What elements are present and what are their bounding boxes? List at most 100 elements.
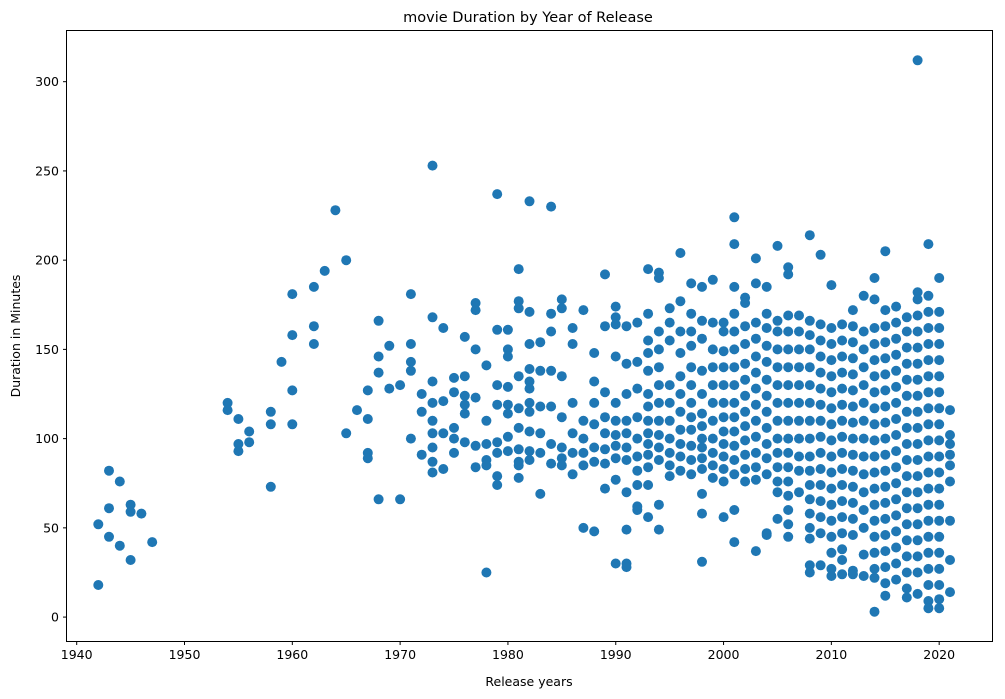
data-point (934, 580, 945, 590)
x-tick-label: 2000 (708, 647, 740, 662)
data-point (276, 356, 287, 367)
data-point (643, 439, 654, 449)
data-point (589, 376, 600, 387)
data-point (880, 578, 891, 589)
data-point (546, 201, 557, 212)
data-point (804, 508, 815, 519)
data-point (804, 380, 815, 391)
data-point (858, 380, 869, 391)
data-point (934, 451, 945, 462)
data-point (761, 469, 772, 480)
data-point (934, 531, 945, 542)
data-point (600, 458, 610, 469)
data-point (847, 433, 858, 444)
data-point (794, 344, 804, 355)
data-point (837, 464, 848, 474)
data-point (697, 488, 707, 499)
data-point (761, 439, 772, 449)
data-point (923, 467, 934, 478)
y-tick-label: 300 (35, 74, 59, 89)
data-point (675, 248, 686, 258)
data-point (837, 480, 848, 490)
data-point (826, 419, 837, 430)
data-point (880, 369, 891, 380)
data-point (923, 580, 934, 590)
data-point (826, 531, 837, 542)
x-axis-label: Release years (485, 674, 572, 689)
data-point (600, 428, 610, 439)
data-point (729, 397, 740, 408)
data-point (697, 453, 707, 464)
data-point (600, 444, 610, 455)
data-point (653, 380, 664, 391)
data-point (653, 415, 664, 426)
data-point (610, 351, 621, 362)
data-point (750, 431, 761, 442)
data-point (858, 549, 869, 560)
data-point (847, 497, 858, 508)
data-point (664, 380, 675, 391)
data-point (783, 476, 794, 487)
data-point (901, 592, 912, 603)
data-point (405, 365, 416, 376)
data-point (923, 403, 934, 414)
data-point (567, 469, 578, 480)
data-point (826, 467, 837, 478)
data-point (686, 362, 697, 373)
data-point (449, 372, 459, 383)
data-point (373, 315, 384, 326)
data-point (912, 287, 923, 298)
data-point (653, 362, 664, 373)
data-point (675, 451, 686, 462)
data-point (524, 376, 535, 387)
data-point (912, 422, 923, 433)
data-point (697, 281, 707, 292)
data-point (772, 362, 783, 373)
data-point (945, 587, 955, 598)
data-point (93, 519, 104, 530)
data-point (438, 464, 449, 474)
data-point (653, 499, 664, 510)
data-point (880, 321, 891, 332)
data-point (869, 499, 880, 510)
data-point (535, 447, 546, 458)
data-point (783, 519, 794, 530)
data-point (815, 560, 826, 571)
data-point (891, 542, 902, 553)
data-point (847, 417, 858, 428)
data-point (901, 342, 912, 353)
data-point (794, 397, 804, 408)
data-point (880, 305, 891, 316)
data-point (643, 264, 654, 275)
data-point (513, 422, 524, 433)
data-point (643, 389, 654, 399)
data-point (265, 481, 276, 492)
data-point (869, 483, 880, 494)
data-point (546, 401, 557, 412)
data-point (589, 442, 600, 453)
data-point (621, 524, 632, 535)
data-point (804, 522, 815, 533)
data-point (912, 55, 923, 66)
data-point (718, 326, 729, 337)
data-point (901, 567, 912, 578)
data-point (923, 596, 934, 606)
data-point (492, 447, 503, 458)
data-point (470, 392, 481, 403)
data-point (837, 544, 848, 555)
data-point (869, 355, 880, 366)
data-point (686, 412, 697, 423)
data-point (869, 419, 880, 430)
data-point (901, 471, 912, 482)
data-point (664, 335, 675, 346)
y-tick-label: 250 (35, 163, 59, 178)
data-point (761, 340, 772, 351)
data-point (104, 503, 114, 514)
data-point (826, 355, 837, 366)
data-point (524, 397, 535, 408)
data-point (600, 412, 610, 423)
data-point (740, 435, 751, 446)
data-point (901, 439, 912, 449)
data-point (880, 433, 891, 444)
data-point (459, 390, 470, 401)
